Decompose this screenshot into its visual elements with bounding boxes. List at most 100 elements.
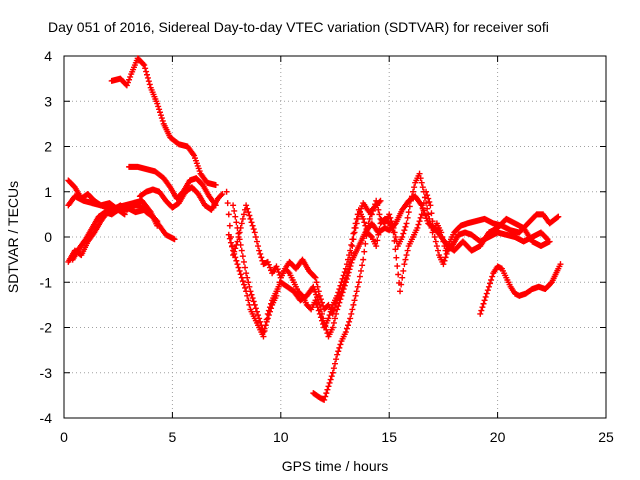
data-point xyxy=(146,81,153,88)
data-point xyxy=(410,188,417,195)
data-point xyxy=(240,211,247,218)
data-point xyxy=(243,270,250,277)
data-point xyxy=(434,247,441,254)
data-point xyxy=(366,215,373,222)
y-tick-label: -4 xyxy=(40,410,53,426)
data-point xyxy=(336,344,343,351)
data-point xyxy=(227,239,234,246)
data-point xyxy=(400,230,407,237)
data-point xyxy=(349,306,356,313)
data-point xyxy=(376,198,383,205)
data-point xyxy=(404,247,411,254)
data-point xyxy=(265,307,272,314)
data-point xyxy=(236,229,243,236)
data-point xyxy=(362,240,369,247)
data-point xyxy=(218,192,225,199)
data-point xyxy=(411,184,418,191)
data-point xyxy=(247,215,254,222)
data-point xyxy=(146,207,153,214)
data-point xyxy=(482,293,489,300)
data-point xyxy=(212,181,219,188)
data-point xyxy=(348,241,355,248)
data-point xyxy=(226,235,233,242)
data-point xyxy=(418,211,425,218)
data-point xyxy=(391,237,398,244)
data-point xyxy=(252,234,259,240)
x-tick-label: 25 xyxy=(598,429,614,445)
data-point xyxy=(225,231,232,238)
y-tick-label: 3 xyxy=(44,93,52,109)
data-point xyxy=(488,276,495,283)
data-point xyxy=(250,298,257,305)
data-point xyxy=(373,243,380,250)
data-point xyxy=(257,250,264,257)
data-point xyxy=(244,274,251,281)
data-point xyxy=(257,318,264,325)
data-point xyxy=(361,219,368,226)
data-point xyxy=(431,234,438,240)
data-point xyxy=(328,305,335,312)
data-point xyxy=(442,254,449,261)
data-point xyxy=(231,207,238,214)
data-point xyxy=(339,289,346,296)
data-point xyxy=(321,396,328,403)
data-point xyxy=(240,281,247,288)
data-point xyxy=(245,297,252,304)
data-point xyxy=(326,312,333,319)
data-point xyxy=(347,247,354,254)
data-point xyxy=(386,211,393,218)
data-point xyxy=(265,261,272,268)
data-point xyxy=(402,223,409,230)
y-tick-label: -3 xyxy=(40,365,53,381)
data-point xyxy=(392,246,399,253)
data-point xyxy=(432,238,439,245)
y-tick-label: 0 xyxy=(44,229,52,245)
series-trace-11 xyxy=(310,197,384,403)
x-tick-label: 0 xyxy=(60,429,68,445)
data-point xyxy=(127,73,134,80)
x-tick-label: 15 xyxy=(381,429,397,445)
data-point xyxy=(232,254,239,261)
y-tick-label: 2 xyxy=(44,139,52,155)
data-point xyxy=(440,261,447,268)
data-point xyxy=(423,188,430,195)
data-point xyxy=(403,252,410,259)
data-point xyxy=(403,220,410,227)
data-point xyxy=(231,250,238,257)
data-point xyxy=(243,288,250,295)
data-point xyxy=(285,269,292,276)
data-point xyxy=(416,218,423,225)
data-point xyxy=(343,276,350,283)
data-point xyxy=(346,318,353,325)
data-point xyxy=(253,308,260,315)
data-point xyxy=(402,256,409,263)
data-point xyxy=(334,306,341,313)
data-point xyxy=(399,274,406,281)
data-point xyxy=(376,211,383,218)
data-point xyxy=(232,213,239,220)
data-point xyxy=(239,215,246,222)
data-point xyxy=(415,221,422,228)
data-point xyxy=(392,234,399,240)
data-point xyxy=(255,312,262,319)
data-point xyxy=(238,220,245,227)
data-point xyxy=(483,290,490,297)
data-point xyxy=(363,232,370,239)
data-point xyxy=(399,234,406,240)
data-point xyxy=(425,195,432,202)
data-point xyxy=(334,351,341,358)
data-point xyxy=(256,247,263,254)
data-point xyxy=(360,256,367,263)
data-point xyxy=(418,179,425,186)
series-trace-1 xyxy=(108,55,219,188)
data-marks xyxy=(65,55,564,403)
data-point xyxy=(350,301,357,308)
data-point xyxy=(145,78,152,85)
data-point xyxy=(246,212,253,219)
data-point xyxy=(268,300,275,307)
data-point xyxy=(484,287,491,294)
data-point xyxy=(325,383,332,390)
data-point xyxy=(327,308,334,315)
series-trace-4 xyxy=(65,197,161,265)
